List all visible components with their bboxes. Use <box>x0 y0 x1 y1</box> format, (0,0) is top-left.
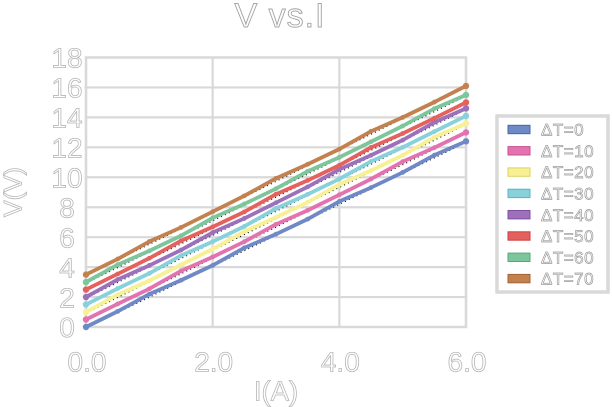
svg-text:8: 8 <box>59 192 75 223</box>
svg-text:V(V): V(V) <box>0 167 28 217</box>
svg-text:ΔT=20: ΔT=20 <box>541 163 594 182</box>
svg-text:2: 2 <box>59 282 75 313</box>
svg-text:12: 12 <box>51 133 82 164</box>
svg-text:4.0: 4.0 <box>321 347 360 378</box>
svg-text:0.0: 0.0 <box>68 347 107 378</box>
svg-text:6.0: 6.0 <box>448 347 487 378</box>
svg-text:V vs.I: V vs.I <box>234 0 325 35</box>
svg-text:16: 16 <box>51 73 82 104</box>
svg-text:ΔT=50: ΔT=50 <box>541 227 594 246</box>
svg-text:I(A): I(A) <box>254 376 298 407</box>
svg-text:ΔT=30: ΔT=30 <box>541 185 594 204</box>
svg-text:ΔT=60: ΔT=60 <box>541 248 594 267</box>
svg-text:6: 6 <box>59 222 75 253</box>
svg-text:ΔT=10: ΔT=10 <box>541 142 594 161</box>
svg-text:14: 14 <box>51 103 82 134</box>
svg-text:ΔT=40: ΔT=40 <box>541 206 594 225</box>
svg-text:10: 10 <box>51 162 82 193</box>
svg-text:ΔT=70: ΔT=70 <box>541 270 594 289</box>
svg-text:2.0: 2.0 <box>194 347 233 378</box>
svg-text:18: 18 <box>51 43 82 74</box>
svg-text:ΔT=0: ΔT=0 <box>541 121 584 140</box>
svg-text:4: 4 <box>59 252 75 283</box>
svg-text:0: 0 <box>59 312 75 343</box>
